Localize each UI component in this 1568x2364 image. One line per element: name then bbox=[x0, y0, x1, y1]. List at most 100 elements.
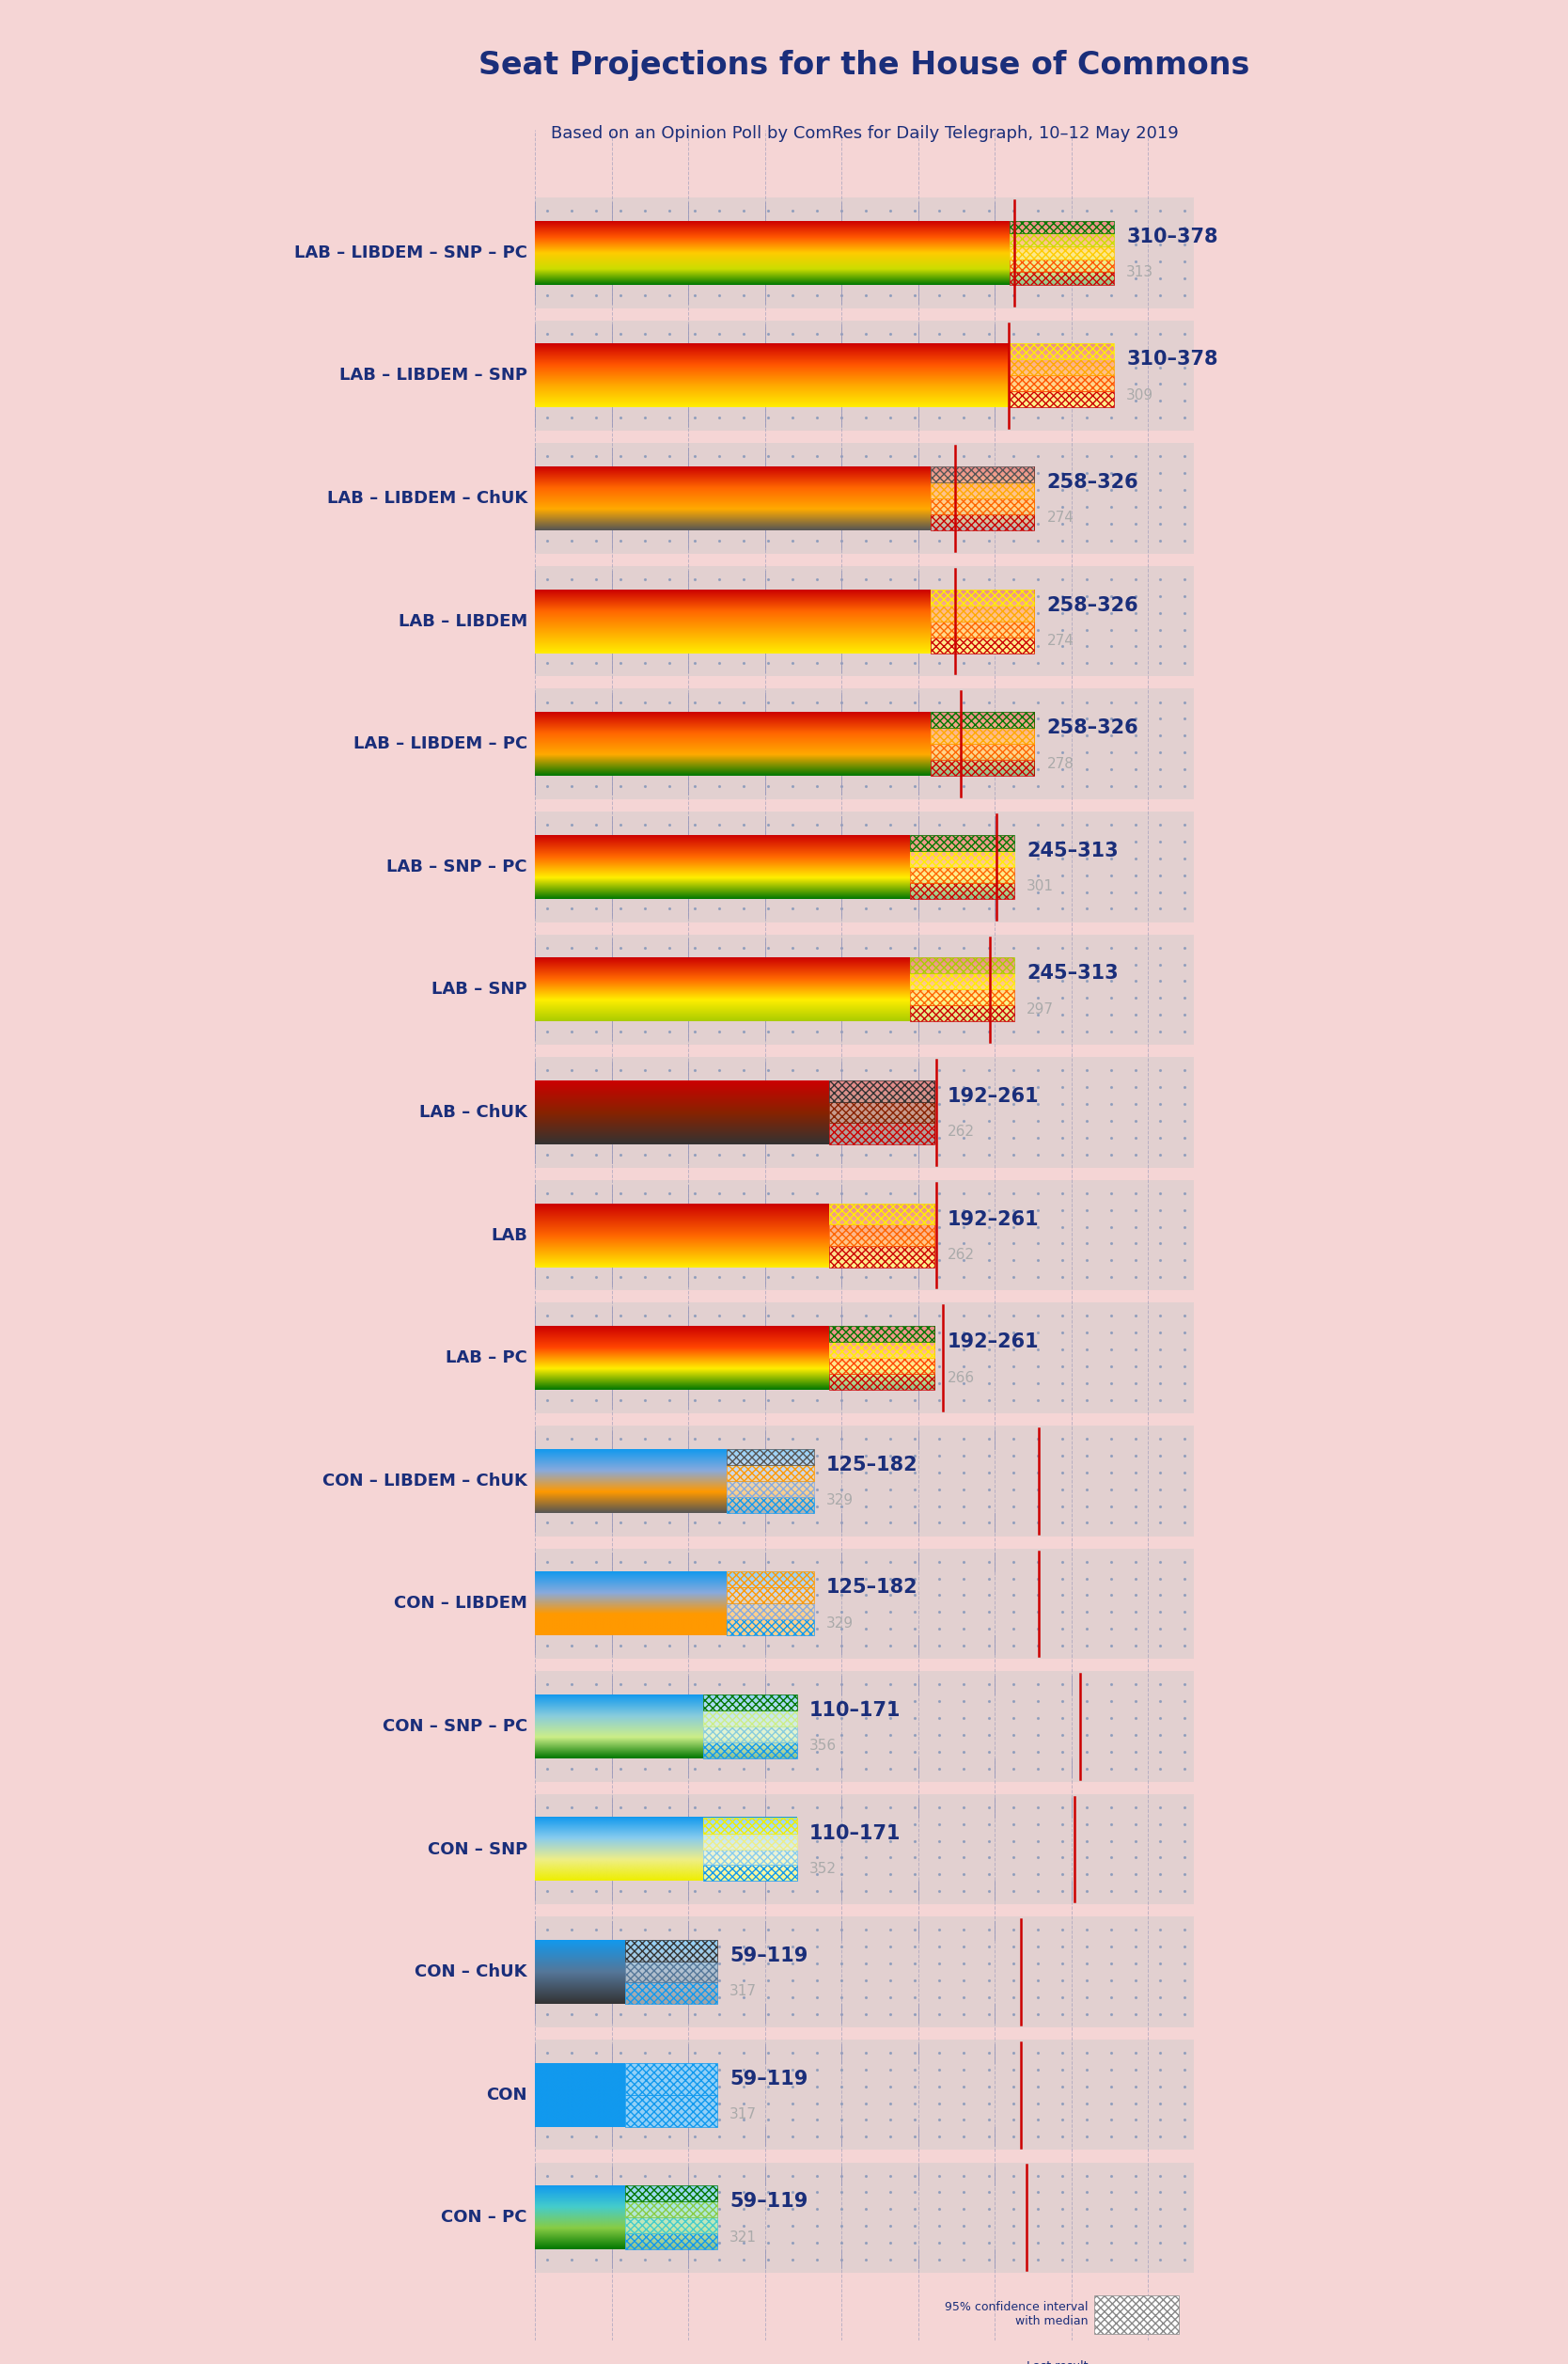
Bar bbox=[930, 605, 1035, 622]
Bar bbox=[726, 1496, 814, 1513]
Bar bbox=[704, 1742, 797, 1759]
Bar bbox=[1010, 376, 1115, 392]
Text: 356: 356 bbox=[809, 1740, 837, 1754]
Bar bbox=[930, 759, 1035, 775]
Text: 125–182: 125–182 bbox=[826, 1456, 917, 1475]
Bar bbox=[911, 882, 1014, 898]
Bar bbox=[704, 1865, 797, 1882]
Text: 245–313: 245–313 bbox=[1027, 842, 1118, 860]
Bar bbox=[911, 834, 1014, 851]
Bar bbox=[930, 605, 1035, 622]
Text: CON – LIBDEM – ChUK: CON – LIBDEM – ChUK bbox=[323, 1473, 527, 1489]
Bar bbox=[1010, 246, 1115, 260]
Text: 329: 329 bbox=[826, 1494, 853, 1508]
Text: 192–261: 192–261 bbox=[947, 1333, 1040, 1352]
Bar bbox=[535, 1548, 1193, 1660]
Bar bbox=[535, 199, 1193, 307]
Bar bbox=[726, 1603, 814, 1619]
Text: 266: 266 bbox=[947, 1371, 974, 1385]
Bar bbox=[535, 1303, 1193, 1414]
Text: LAB: LAB bbox=[491, 1227, 527, 1243]
Text: 321: 321 bbox=[729, 2229, 757, 2243]
Bar bbox=[829, 1246, 935, 1267]
Bar bbox=[726, 1619, 814, 1636]
Bar bbox=[626, 2095, 717, 2128]
Bar bbox=[626, 2234, 717, 2251]
Text: 262: 262 bbox=[947, 1125, 974, 1139]
Bar bbox=[704, 1726, 797, 1742]
Bar bbox=[829, 1102, 935, 1123]
Bar bbox=[930, 745, 1035, 759]
Bar bbox=[1094, 2350, 1179, 2364]
Bar bbox=[1010, 392, 1115, 407]
Text: 95% confidence interval
with median: 95% confidence interval with median bbox=[946, 2303, 1088, 2329]
Text: 258–326: 258–326 bbox=[1047, 719, 1138, 738]
Bar bbox=[930, 622, 1035, 638]
Bar bbox=[829, 1225, 935, 1246]
Bar bbox=[726, 1589, 814, 1603]
Text: 278: 278 bbox=[1047, 756, 1074, 771]
Bar bbox=[930, 589, 1035, 605]
Text: 313: 313 bbox=[1126, 265, 1154, 279]
Bar bbox=[1010, 343, 1115, 359]
Bar bbox=[911, 868, 1014, 882]
Bar bbox=[930, 728, 1035, 745]
Bar bbox=[911, 991, 1014, 1005]
Text: CON – SNP – PC: CON – SNP – PC bbox=[383, 1719, 527, 1735]
Bar bbox=[829, 1343, 935, 1357]
Bar bbox=[1094, 2295, 1179, 2333]
Text: 59–119: 59–119 bbox=[729, 2068, 808, 2087]
Text: LAB – LIBDEM – SNP: LAB – LIBDEM – SNP bbox=[339, 366, 527, 383]
Text: 59–119: 59–119 bbox=[729, 2191, 808, 2210]
Bar bbox=[726, 1449, 814, 1466]
Bar bbox=[704, 1849, 797, 1865]
Bar bbox=[930, 466, 1035, 482]
Bar bbox=[930, 499, 1035, 515]
Bar bbox=[626, 2201, 717, 2217]
Bar bbox=[704, 1712, 797, 1726]
Bar bbox=[704, 1695, 797, 1712]
Bar bbox=[911, 957, 1014, 974]
Bar bbox=[829, 1357, 935, 1373]
Text: 310–378: 310–378 bbox=[1126, 350, 1218, 369]
Bar bbox=[1010, 272, 1115, 284]
Bar bbox=[626, 2064, 717, 2095]
Text: LAB – PC: LAB – PC bbox=[445, 1350, 527, 1366]
Bar bbox=[704, 1818, 797, 1832]
Bar bbox=[626, 2064, 717, 2095]
Bar bbox=[535, 2040, 1193, 2149]
Bar bbox=[829, 1203, 935, 1225]
Bar bbox=[930, 482, 1035, 499]
Bar bbox=[626, 2187, 717, 2201]
Bar bbox=[626, 2095, 717, 2128]
Bar bbox=[704, 1865, 797, 1882]
Bar bbox=[704, 1832, 797, 1849]
Bar bbox=[726, 1496, 814, 1513]
Bar bbox=[911, 957, 1014, 974]
Bar bbox=[911, 868, 1014, 882]
Text: LAB – ChUK: LAB – ChUK bbox=[419, 1104, 527, 1121]
Bar bbox=[829, 1357, 935, 1373]
Bar bbox=[726, 1449, 814, 1466]
Text: LAB – LIBDEM – ChUK: LAB – LIBDEM – ChUK bbox=[326, 489, 527, 506]
Bar bbox=[1010, 246, 1115, 260]
Bar bbox=[930, 589, 1035, 605]
Bar bbox=[535, 442, 1193, 553]
Text: Last result: Last result bbox=[1027, 2359, 1088, 2364]
Bar bbox=[930, 712, 1035, 728]
Text: 125–182: 125–182 bbox=[826, 1579, 917, 1598]
Text: LAB – LIBDEM – SNP – PC: LAB – LIBDEM – SNP – PC bbox=[295, 243, 527, 262]
Text: 192–261: 192–261 bbox=[947, 1210, 1040, 1229]
Bar bbox=[626, 1983, 717, 2005]
Text: CON – ChUK: CON – ChUK bbox=[416, 1964, 527, 1981]
Text: CON – SNP: CON – SNP bbox=[428, 1842, 527, 1858]
Bar bbox=[726, 1572, 814, 1589]
Bar bbox=[829, 1080, 935, 1102]
Bar bbox=[930, 728, 1035, 745]
Text: Seat Projections for the House of Commons: Seat Projections for the House of Common… bbox=[478, 50, 1250, 80]
Bar bbox=[704, 1742, 797, 1759]
Bar bbox=[626, 1983, 717, 2005]
Bar bbox=[1010, 392, 1115, 407]
Text: 309: 309 bbox=[1126, 388, 1154, 402]
Bar bbox=[535, 565, 1193, 676]
